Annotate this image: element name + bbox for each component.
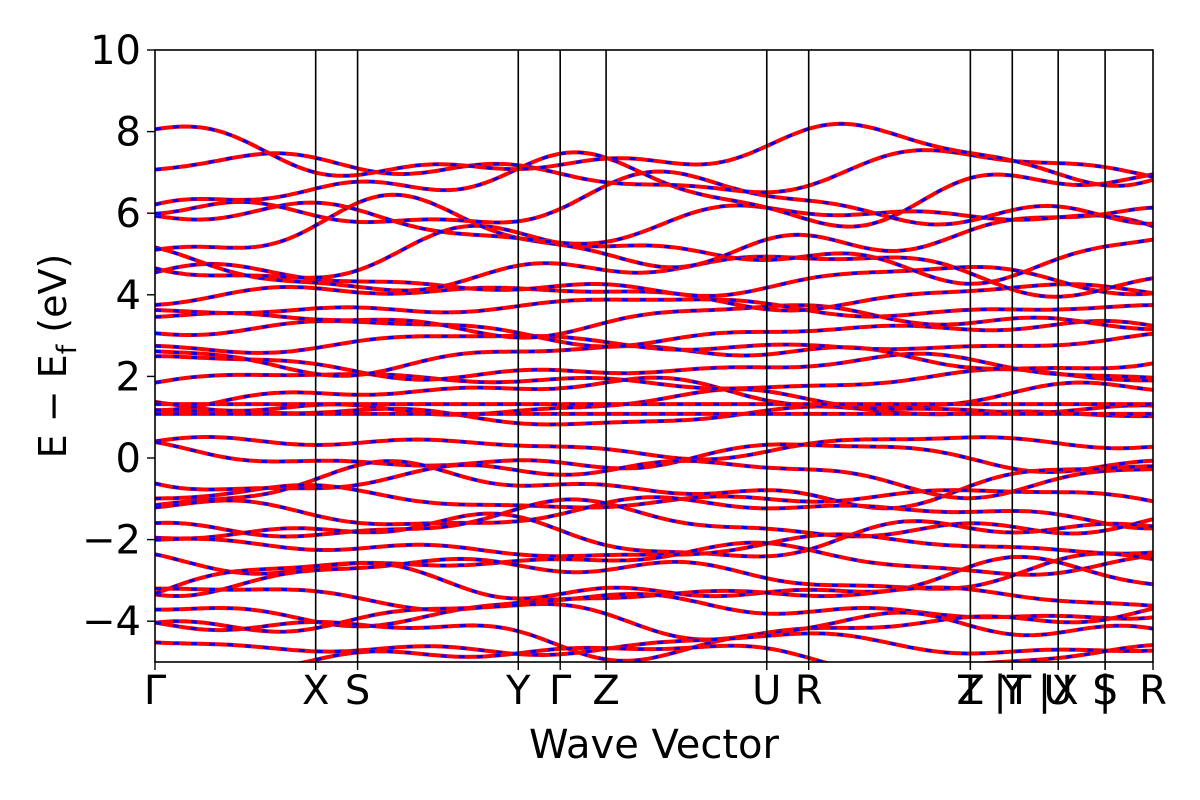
band-line-solid xyxy=(155,223,1153,286)
band-line-dashed xyxy=(155,483,1153,509)
y-axis-label-subscript: f xyxy=(52,343,83,354)
y-axis-label-main: E − E xyxy=(31,354,75,458)
band-line-dashed xyxy=(155,148,1153,194)
band-line-dashed xyxy=(155,224,1153,286)
band-line-dashed xyxy=(155,193,1153,269)
band-line-dashed xyxy=(155,352,1153,382)
x-tick-label: |T xyxy=(993,668,1031,714)
band-line-dashed xyxy=(298,643,1153,662)
band-line-solid xyxy=(155,551,1153,598)
band-line-dashed xyxy=(155,459,1153,500)
x-tick-label: X xyxy=(302,668,329,714)
y-tick-label: 0 xyxy=(116,436,141,482)
x-tick-label: U xyxy=(1044,668,1073,714)
y-tick-label: 2 xyxy=(116,354,141,400)
x-tick-label: S xyxy=(345,668,370,714)
x-tick-label: Z xyxy=(592,668,619,714)
x-tick-label: Γ xyxy=(549,668,572,714)
x-tick-label: Y xyxy=(999,668,1025,714)
band-line-dashed xyxy=(155,459,1153,510)
band-line-solid xyxy=(155,200,1153,246)
band-line-solid xyxy=(155,440,1153,474)
x-axis-label: Wave Vector xyxy=(529,722,780,768)
x-tick-label: U xyxy=(752,668,781,714)
band-line-solid xyxy=(155,318,1153,349)
y-tick-label: 6 xyxy=(116,191,141,237)
band-line-solid xyxy=(155,192,1153,270)
band-line-solid xyxy=(155,261,1153,298)
band-lines xyxy=(155,121,1153,662)
band-line-solid xyxy=(155,435,1153,462)
y-axis-label-unit: (eV) xyxy=(31,254,75,345)
high-symmetry-lines xyxy=(314,50,1106,662)
band-line-dashed xyxy=(155,555,1153,600)
y-tick-label: −4 xyxy=(82,599,141,645)
band-line-dashed xyxy=(155,297,1153,319)
y-tick-label: 10 xyxy=(90,28,141,74)
x-tick-label: R xyxy=(795,668,823,714)
y-axis-ticks: −4 −2 0 2 4 6 8 10 xyxy=(82,28,155,645)
band-line-dashed xyxy=(155,586,1153,612)
band-line-dashed xyxy=(155,512,1153,559)
x-tick-label: |X xyxy=(1038,668,1079,714)
x-tick-label: Y xyxy=(505,668,531,714)
band-line-dashed xyxy=(155,532,1153,558)
band-line-solid xyxy=(155,150,1153,229)
band-line-dashed xyxy=(155,282,1153,313)
x-axis-ticks: Γ X S Y Γ Z U R TZ |TY |XU |S R xyxy=(144,662,1167,714)
band-line-dashed xyxy=(155,611,1153,662)
x-tick-label: R xyxy=(1139,668,1167,714)
band-line-dashed xyxy=(155,303,1153,340)
band-line-dashed xyxy=(155,246,1153,299)
x-tick-label: Z xyxy=(957,668,984,714)
x-tick-label: | xyxy=(1098,668,1111,714)
band-line-dashed xyxy=(155,495,1153,530)
band-line-dashed xyxy=(155,332,1153,355)
x-tick-label: S xyxy=(1092,668,1117,714)
plot-frame xyxy=(154,49,1154,663)
band-line-dashed xyxy=(155,631,1153,657)
y-tick-label: −2 xyxy=(82,518,141,564)
band-line-dashed xyxy=(155,435,1153,461)
x-tick-label: T xyxy=(957,668,983,714)
y-tick-label: 4 xyxy=(116,273,141,319)
band-line-dashed xyxy=(155,169,1153,227)
y-axis-label: E − Ef (eV) xyxy=(31,254,83,459)
band-line-dashed xyxy=(155,201,1153,246)
band-line-solid xyxy=(155,121,1153,188)
band-line-dashed xyxy=(155,602,1153,641)
band-line-dashed xyxy=(155,497,1153,539)
y-tick-label: 8 xyxy=(116,110,141,156)
x-tick-label: Γ xyxy=(144,668,167,714)
band-line-dashed xyxy=(155,376,1153,412)
